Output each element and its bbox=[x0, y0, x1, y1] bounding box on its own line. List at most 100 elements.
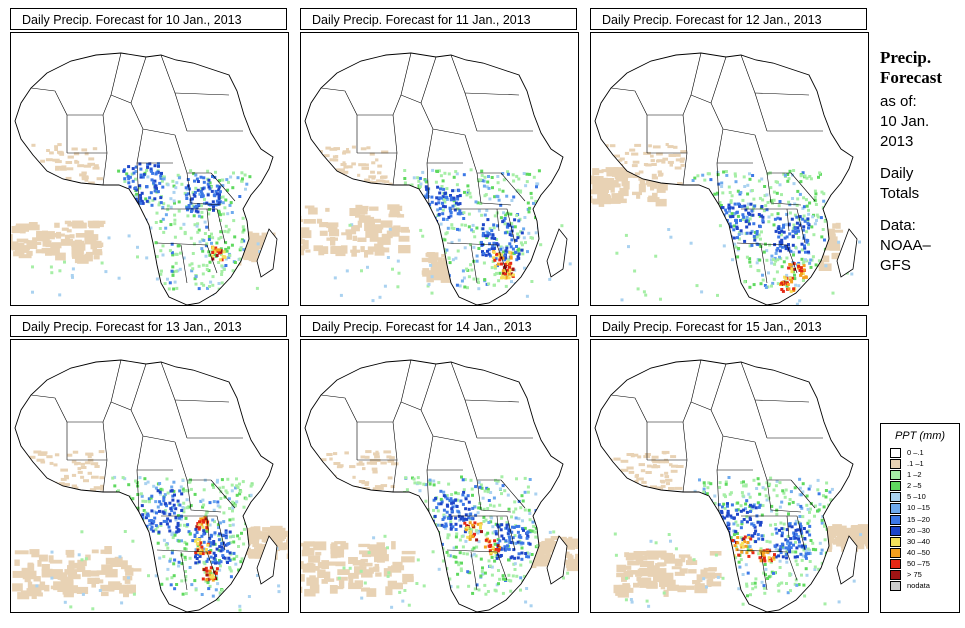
rain-cell bbox=[424, 232, 428, 236]
rain-cell bbox=[780, 500, 784, 504]
rain-cell bbox=[452, 546, 456, 550]
rain-cell bbox=[785, 582, 788, 585]
rain-cell bbox=[496, 545, 500, 549]
rain-cell bbox=[166, 491, 170, 495]
rain-cell bbox=[830, 553, 834, 557]
rain-cell bbox=[374, 243, 382, 249]
rain-cell bbox=[113, 214, 117, 217]
rain-cell bbox=[333, 462, 341, 465]
rain-cell bbox=[365, 450, 372, 454]
rain-cell bbox=[468, 537, 472, 541]
rain-cell bbox=[202, 180, 206, 184]
rain-cell bbox=[28, 485, 36, 489]
rain-cell bbox=[231, 500, 235, 504]
rain-cell bbox=[435, 535, 439, 539]
rain-cell bbox=[786, 534, 790, 538]
rain-cell bbox=[421, 201, 425, 205]
rain-cell bbox=[71, 460, 77, 464]
rain-cell bbox=[135, 195, 139, 199]
rain-cell bbox=[691, 179, 695, 182]
rain-cell bbox=[70, 585, 78, 594]
rain-cell bbox=[477, 281, 480, 284]
rain-cell bbox=[217, 534, 221, 538]
rain-cell bbox=[198, 520, 201, 524]
rain-cell bbox=[158, 227, 162, 230]
rain-cell bbox=[625, 576, 629, 580]
rain-cell bbox=[445, 187, 449, 191]
rain-cell bbox=[619, 198, 627, 204]
rain-cell bbox=[465, 524, 469, 528]
rain-cell bbox=[523, 526, 527, 530]
rain-cell bbox=[405, 488, 409, 492]
rain-cell bbox=[539, 243, 543, 247]
rain-cell bbox=[415, 219, 419, 223]
rain-cell bbox=[502, 266, 506, 270]
rain-cell bbox=[697, 564, 701, 568]
rain-cell bbox=[765, 193, 769, 197]
rain-cell bbox=[200, 534, 204, 538]
rain-cell bbox=[810, 290, 814, 294]
rain-cell bbox=[238, 195, 242, 198]
rain-cell bbox=[217, 261, 221, 264]
rain-cell bbox=[359, 569, 363, 573]
rain-cell bbox=[529, 191, 533, 195]
rain-cell bbox=[496, 538, 500, 542]
rain-cell bbox=[220, 542, 224, 546]
rain-cell bbox=[509, 589, 513, 593]
rain-cell bbox=[134, 479, 138, 483]
rain-cell bbox=[475, 226, 479, 230]
rain-cell bbox=[778, 566, 782, 569]
rain-cell bbox=[496, 262, 500, 266]
rain-cell bbox=[479, 178, 483, 182]
rain-cell bbox=[530, 529, 534, 533]
rain-cell bbox=[618, 158, 623, 162]
rain-cell bbox=[220, 281, 224, 285]
rain-cell bbox=[210, 241, 213, 245]
rain-cell bbox=[700, 290, 704, 294]
rain-cell bbox=[402, 537, 406, 541]
rain-cell bbox=[419, 182, 423, 186]
rain-cell bbox=[417, 504, 421, 508]
rain-cell bbox=[217, 548, 221, 552]
rain-cell bbox=[137, 263, 140, 267]
rain-cell bbox=[470, 516, 474, 520]
rain-cell bbox=[140, 191, 144, 195]
rain-cell bbox=[486, 507, 490, 510]
rain-cell bbox=[735, 225, 739, 229]
rain-cell bbox=[751, 506, 755, 510]
rain-cell bbox=[799, 288, 803, 292]
rain-cell bbox=[186, 523, 190, 527]
rain-cell bbox=[677, 182, 683, 185]
rain-cell bbox=[780, 238, 784, 242]
rain-cell bbox=[173, 533, 177, 537]
rain-cell bbox=[412, 477, 416, 481]
rain-cell bbox=[77, 553, 81, 557]
africa-landmass bbox=[15, 53, 273, 305]
rain-cell bbox=[508, 265, 511, 269]
rain-cell bbox=[454, 522, 458, 526]
rain-cell bbox=[634, 143, 642, 147]
rain-cell bbox=[213, 193, 217, 197]
rain-cell bbox=[702, 254, 706, 258]
rain-cell bbox=[398, 235, 410, 242]
rain-cell bbox=[255, 286, 259, 290]
rain-cell bbox=[375, 572, 382, 577]
rain-cell bbox=[57, 143, 62, 147]
rain-cell bbox=[403, 194, 407, 198]
rain-cell bbox=[319, 230, 328, 236]
rain-cell bbox=[242, 281, 246, 285]
rain-cell bbox=[230, 586, 234, 590]
rain-cell bbox=[430, 275, 434, 279]
rain-cell bbox=[728, 206, 731, 210]
rain-cell bbox=[708, 530, 712, 534]
rain-cell bbox=[169, 223, 173, 227]
rain-cell bbox=[631, 152, 639, 156]
rain-cell bbox=[358, 543, 370, 548]
rain-cell bbox=[197, 527, 201, 531]
rain-cell bbox=[723, 220, 726, 224]
rain-cell bbox=[177, 244, 181, 248]
rain-cell bbox=[16, 226, 27, 232]
rain-cell bbox=[216, 598, 220, 602]
rain-cell bbox=[513, 534, 517, 538]
rain-cell bbox=[178, 267, 182, 271]
